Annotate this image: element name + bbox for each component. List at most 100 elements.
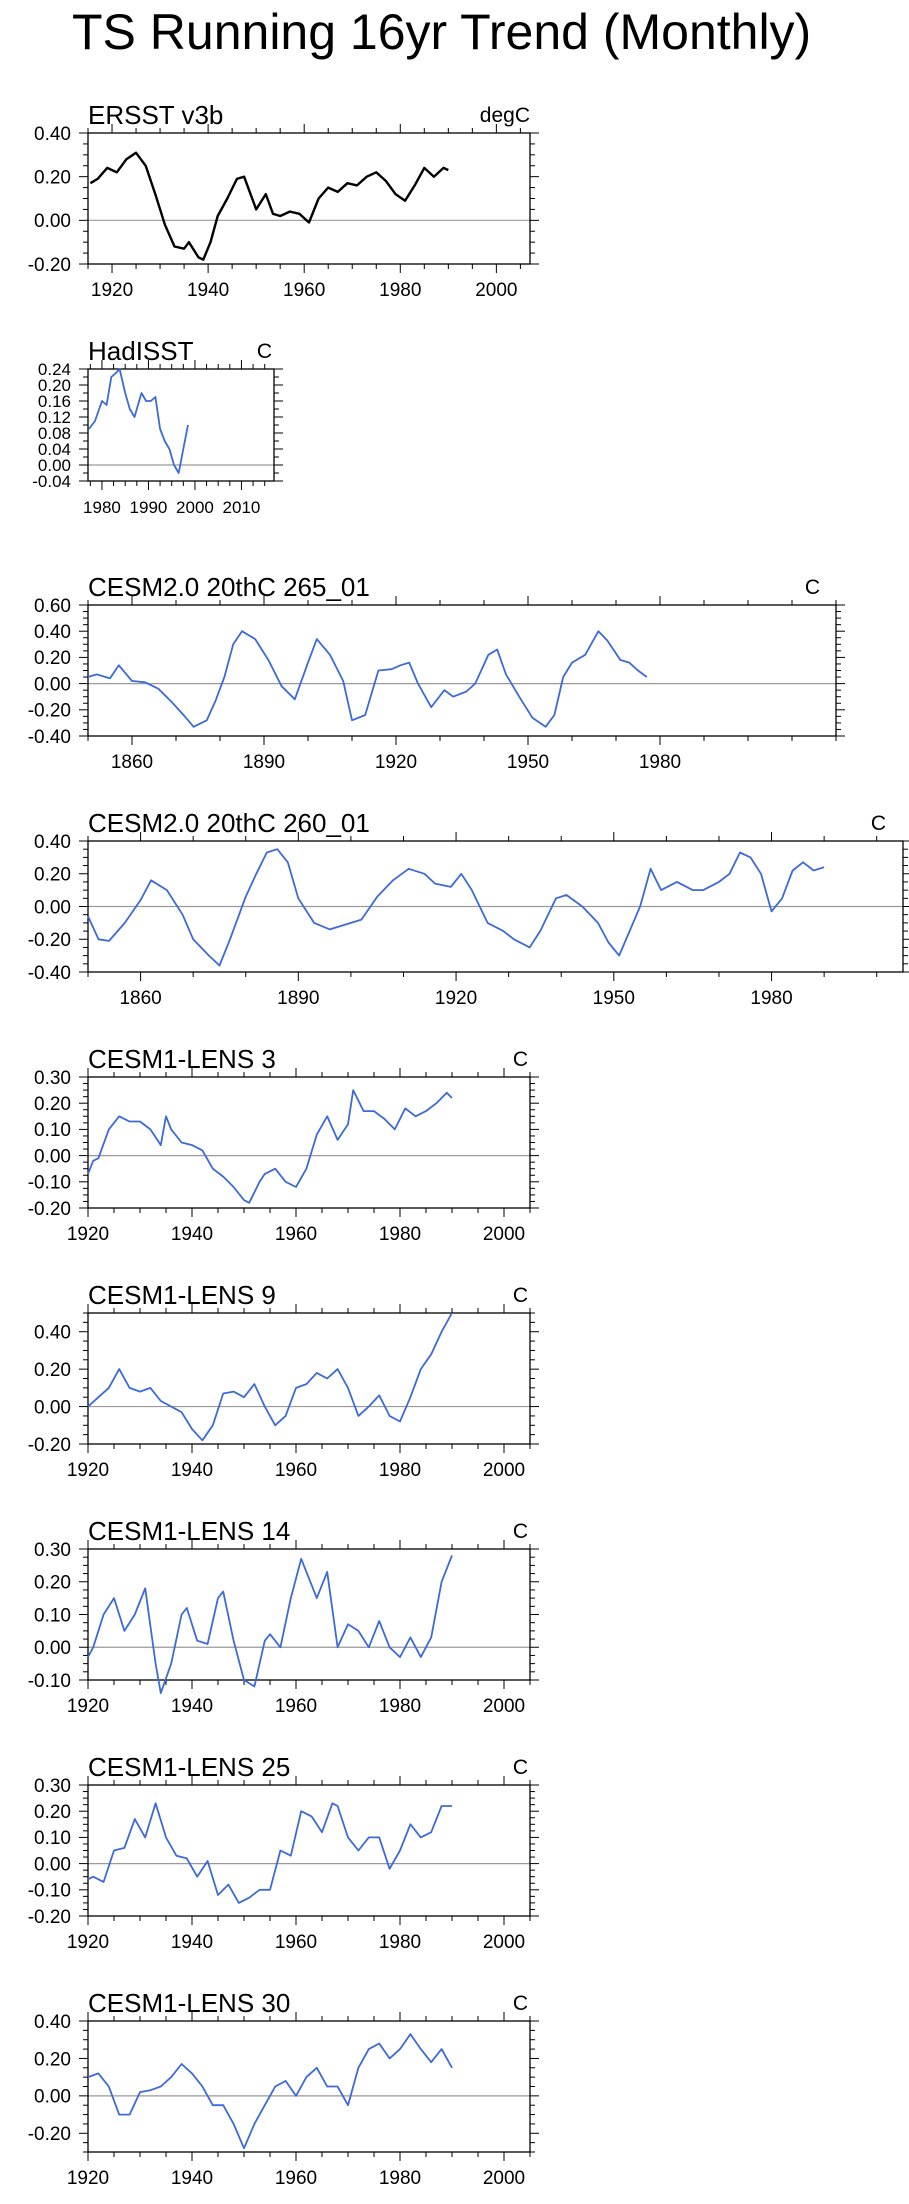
x-tick-label: 1920	[375, 752, 417, 773]
x-tick-label: 1860	[119, 988, 161, 1009]
x-tick-label: 1920	[91, 280, 133, 301]
panel-title: CESM1-LENS 14	[88, 1516, 290, 1546]
panel-units: C	[805, 576, 820, 599]
panel-title: ERSST v3b	[88, 100, 223, 130]
x-tick-label: 1920	[435, 988, 477, 1009]
y-tick-label: 0.12	[38, 408, 71, 427]
y-tick-label: 0.40	[34, 2012, 71, 2033]
y-tick-label: 0.16	[38, 392, 71, 411]
y-tick-label: 0.00	[34, 1397, 71, 1418]
x-tick-label: 2010	[223, 498, 261, 517]
panel-8: CESM1-LENS 25 C 1920 1940 1960 1980 2000 -0.20 -…	[28, 1752, 539, 1953]
y-tick-label: -0.40	[28, 963, 71, 984]
y-tick-label: 0.00	[34, 1638, 71, 1659]
y-tick-label: -0.20	[28, 1907, 71, 1928]
panel-units: C	[513, 1756, 528, 1779]
y-tick-label: 0.00	[34, 1854, 71, 1875]
panel-units: degC	[480, 104, 530, 127]
y-tick-label: 0.30	[34, 1540, 71, 1561]
y-tick-label: 0.10	[34, 1120, 71, 1141]
x-tick-label: 1940	[187, 280, 229, 301]
y-tick-label: 0.00	[34, 1146, 71, 1167]
panel-title: CESM1-LENS 3	[88, 1044, 276, 1074]
panel-5: CESM1-LENS 3 C 1920 1940 1960 1980 2000 -0.20 -0…	[28, 1044, 539, 1245]
x-tick-label: 1990	[130, 498, 168, 517]
x-tick-label: 1920	[67, 2168, 109, 2189]
y-tick-label: 0.20	[34, 2049, 71, 2070]
x-tick-label: 1890	[243, 752, 285, 773]
plot-frame	[87, 132, 531, 265]
y-tick-label: 0.40	[34, 832, 71, 853]
series-line	[89, 151, 449, 261]
x-tick-label: 1980	[379, 1932, 421, 1953]
y-tick-label: -0.20	[28, 1435, 71, 1456]
series-line	[87, 1312, 453, 1442]
x-tick-label: 1940	[171, 2168, 213, 2189]
y-tick-label: 0.10	[34, 1605, 71, 1626]
x-tick-label: 1980	[379, 2168, 421, 2189]
panel-title: CESM1-LENS 25	[88, 1752, 290, 1782]
y-tick-label: -0.20	[28, 930, 71, 951]
y-tick-label: 0.20	[34, 1802, 71, 1823]
x-tick-label: 1920	[67, 1460, 109, 1481]
x-tick-label: 2000	[176, 498, 214, 517]
panel-units: C	[513, 1992, 528, 2015]
y-tick-label: -0.20	[28, 701, 71, 722]
y-tick-label: 0.20	[34, 1360, 71, 1381]
y-tick-label: 0.30	[34, 1068, 71, 1089]
x-tick-label: 1960	[283, 280, 325, 301]
panel-units: C	[871, 812, 886, 835]
x-tick-label: 1950	[507, 752, 549, 773]
y-tick-label: 0.00	[34, 211, 71, 232]
x-tick-label: 2000	[483, 1932, 525, 1953]
x-tick-label: 1980	[379, 1696, 421, 1717]
y-tick-label: -0.10	[28, 1671, 71, 1692]
y-tick-label: -0.10	[28, 1881, 71, 1902]
series-line	[87, 1089, 453, 1204]
x-tick-label: 1890	[277, 988, 319, 1009]
y-tick-label: 0.40	[34, 622, 71, 643]
x-tick-label: 2000	[475, 280, 517, 301]
x-tick-label: 1960	[275, 2168, 317, 2189]
x-tick-label: 1980	[379, 1224, 421, 1245]
panel-title: HadISST	[88, 336, 194, 366]
y-tick-label: 0.10	[34, 1828, 71, 1849]
y-tick-label: 0.00	[34, 897, 71, 918]
y-tick-label: 0.00	[34, 2087, 71, 2108]
panel-units: C	[513, 1284, 528, 1307]
y-tick-label: 0.00	[38, 456, 71, 475]
y-tick-label: 0.20	[34, 648, 71, 669]
panel-4: CESM2.0 20thC 260_01 C 1860 1890 1920 1950 198…	[28, 808, 909, 1009]
y-tick-label: 0.20	[34, 865, 71, 886]
x-tick-label: 1940	[171, 1696, 213, 1717]
panel-1: ERSST v3b degC 1920 1940 1960 1980 2000 -0.20 0.…	[28, 100, 539, 301]
y-tick-label: 0.20	[34, 1094, 71, 1115]
y-tick-label: -0.04	[32, 472, 71, 491]
y-tick-label: 0.04	[38, 440, 71, 459]
plot-frame	[87, 604, 837, 737]
x-tick-label: 1940	[171, 1460, 213, 1481]
y-tick-label: 0.30	[34, 1776, 71, 1797]
y-tick-label: -0.40	[28, 727, 71, 748]
panel-7: CESM1-LENS 14 C 1920 1940 1960 1980 2000 -0.10 0…	[28, 1516, 539, 1717]
plot-frame	[87, 1312, 531, 1445]
x-tick-label: 1980	[639, 752, 681, 773]
y-tick-label: -0.20	[28, 2124, 71, 2145]
series-line	[88, 368, 189, 474]
panel-2: HadISST C 1980 1990 2000 2010 -0.040.000.040.0…	[32, 336, 283, 517]
series-line	[87, 848, 825, 967]
y-tick-label: 0.00	[34, 674, 71, 695]
x-tick-label: 1860	[111, 752, 153, 773]
y-tick-label: 0.08	[38, 424, 71, 443]
panel-units: C	[257, 340, 272, 363]
y-tick-label: 0.60	[34, 596, 71, 617]
y-tick-label: 0.24	[38, 360, 71, 379]
series-line	[87, 1802, 452, 1904]
panel-title: CESM2.0 20thC 260_01	[88, 808, 370, 838]
x-tick-label: 1960	[275, 1460, 317, 1481]
panel-units: C	[513, 1048, 528, 1071]
panel-3: CESM2.0 20thC 265_01 C 1860 1890 1920 1950 198…	[28, 572, 845, 773]
y-tick-label: -0.20	[28, 255, 71, 276]
y-tick-label: -0.20	[28, 1199, 71, 1220]
